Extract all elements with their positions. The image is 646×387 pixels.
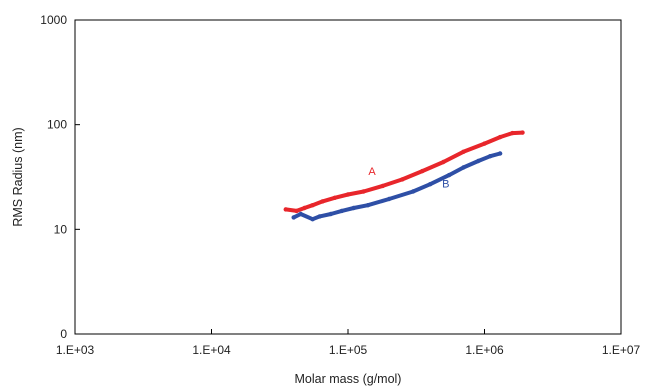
series-b: B: [291, 151, 503, 222]
series-a-point: [380, 183, 385, 189]
x-axis-title: Molar mass (g/mol): [295, 372, 402, 386]
series-a-point: [441, 159, 446, 165]
series-a-point: [510, 130, 515, 136]
series-b-point: [317, 214, 322, 219]
series-b-point: [298, 211, 303, 217]
series-a-point: [520, 130, 525, 135]
y-axis-ticks: 0 10 100 1000: [40, 13, 80, 341]
plot-frame: [74, 19, 622, 335]
series-b-point: [497, 151, 503, 156]
y-tick-label: 100: [47, 118, 67, 132]
x-tick-label: 1.E+05: [329, 343, 368, 357]
series-b-point: [310, 217, 315, 222]
series-a: A: [283, 130, 525, 214]
series-b-point: [339, 208, 344, 214]
series-b-label: B: [442, 179, 449, 191]
y-tick-label: 10: [54, 222, 68, 236]
series-b-point: [476, 158, 481, 164]
series-a-label: A: [368, 166, 376, 178]
series-b-point: [365, 203, 371, 208]
series-a-point: [345, 192, 351, 197]
series-b-point: [461, 165, 466, 170]
series-a-point: [497, 134, 503, 140]
series-a-point: [361, 189, 366, 194]
series-b-point: [428, 182, 433, 187]
y-axis-title: RMS Radius (nm): [11, 127, 25, 226]
series-a-point: [294, 208, 299, 214]
series-layer: AB: [283, 130, 525, 222]
y-tick-label: 1000: [40, 13, 67, 27]
series-a-point: [310, 203, 315, 208]
series-b-point: [386, 196, 392, 202]
y-tick-label: 0: [60, 327, 67, 341]
x-tick-label: 1.E+07: [602, 343, 641, 357]
series-a-line: [283, 130, 525, 213]
series-a-point: [461, 149, 466, 154]
series-a-point: [420, 168, 425, 174]
series-a-point: [482, 141, 487, 146]
x-tick-label: 1.E+04: [192, 343, 231, 357]
x-tick-label: 1.E+06: [465, 343, 504, 357]
series-a-point: [400, 177, 405, 182]
series-b-point: [446, 172, 452, 178]
series-b-point: [351, 205, 356, 211]
series-a-point: [302, 205, 307, 211]
series-b-point: [291, 215, 296, 220]
series-b-point: [410, 189, 416, 194]
series-a-point: [332, 195, 337, 200]
series-b-line: [291, 151, 503, 222]
series-b-point: [328, 211, 334, 217]
series-b-point: [488, 154, 493, 159]
series-a-point: [283, 207, 288, 212]
x-axis-ticks: 1.E+03 1.E+04 1.E+05 1.E+06 1.E+07: [56, 329, 641, 357]
series-a-point: [320, 199, 325, 204]
x-tick-label: 1.E+03: [56, 343, 95, 357]
